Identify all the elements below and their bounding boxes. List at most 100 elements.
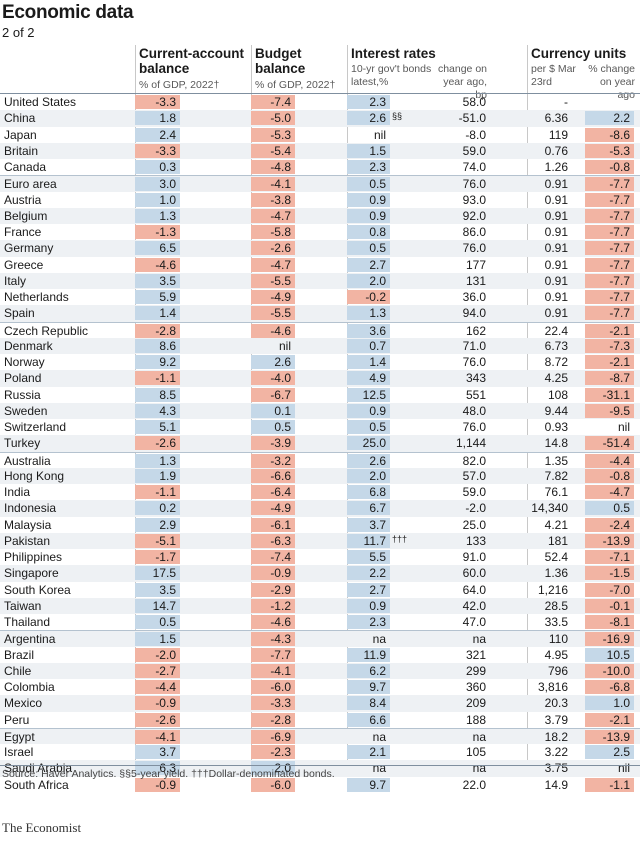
cell-cc: -0.8 xyxy=(585,468,634,483)
footnote-marker: ††† xyxy=(392,533,408,544)
cell-bb: -5.5 xyxy=(251,273,295,288)
cell-ir: 0.9 xyxy=(347,192,390,207)
cell-ca: 1.5 xyxy=(135,632,180,647)
cell-bb: -7.7 xyxy=(251,647,295,662)
cell-cu: 0.91 xyxy=(544,192,568,207)
cell-bb: -4.3 xyxy=(251,632,295,647)
cell-cu: 3.79 xyxy=(544,712,568,727)
cell-cu: 20.3 xyxy=(544,696,568,711)
country-name: Chile xyxy=(4,663,32,678)
cell-ca: 8.5 xyxy=(135,387,180,402)
cell-ir: 3.6 xyxy=(347,323,390,338)
country-name: Turkey xyxy=(4,436,41,451)
cell-cc: -8.1 xyxy=(585,615,634,629)
cell-ic: 76.0 xyxy=(462,241,486,256)
table-bottom-rule xyxy=(0,765,640,766)
cell-bb: -6.3 xyxy=(251,533,295,548)
table-row: South Africa -0.9 -6.0 9.7 22.0 14.9 -1.1 xyxy=(0,777,640,793)
cell-ic: 76.0 xyxy=(462,177,486,192)
cell-cc: -7.7 xyxy=(585,225,634,239)
table-row: Italy 3.5 -5.5 2.0 131 0.91 -7.7 xyxy=(0,272,640,289)
cell-ir: 0.5 xyxy=(347,177,390,192)
cell-ic: 321 xyxy=(465,647,486,662)
table-row: Turkey -2.6 -3.9 25.0 1,144 14.8 -51.4 xyxy=(0,435,640,452)
cell-cc: -7.7 xyxy=(585,177,634,192)
cell-ic: na xyxy=(472,761,486,776)
cell-cu: 1.35 xyxy=(544,453,568,468)
cell-ic: 105 xyxy=(465,745,486,759)
cell-cc: -7.0 xyxy=(585,582,634,597)
table-row: Brazil -2.0 -7.7 11.9 321 4.95 10.5 xyxy=(0,647,640,663)
table-row: Pakistan -5.1 -6.3 11.7 133 181 -13.9 ††† xyxy=(0,532,640,549)
country-name: Italy xyxy=(4,273,27,288)
source-note: Source: Haver Analytics. §§5-year yield.… xyxy=(2,768,335,780)
table-row: Denmark 8.6 nil 0.7 71.0 6.73 -7.3 xyxy=(0,337,640,354)
cell-cc: -7.7 xyxy=(585,192,634,207)
cell-cc: -7.7 xyxy=(585,273,634,288)
cell-cc: -7.7 xyxy=(585,208,634,223)
table-row: Egypt -4.1 -6.9 na na 18.2 -13.9 xyxy=(0,727,640,744)
cell-bb: -2.6 xyxy=(251,241,295,256)
cell-ir: 1.4 xyxy=(347,355,390,369)
cell-ic: 133 xyxy=(465,533,486,548)
cell-ic: na xyxy=(472,632,486,647)
cell-ir: 11.7 xyxy=(347,533,390,548)
cell-bb: -6.0 xyxy=(251,680,295,694)
cell-ca: 6.3 xyxy=(135,761,180,776)
table-top-rule xyxy=(0,93,640,94)
cell-cu: 0.91 xyxy=(544,257,568,272)
cell-cc: nil xyxy=(617,420,630,434)
cell-cc: 1.0 xyxy=(585,696,634,711)
cell-cu: 1.36 xyxy=(544,566,568,581)
cell-cu: 1.26 xyxy=(544,160,568,174)
cell-bb: 2.6 xyxy=(251,355,295,369)
cell-ir: 2.2 xyxy=(347,566,390,581)
cell-cu: 9.44 xyxy=(544,403,568,418)
cell-ic: 74.0 xyxy=(462,160,486,174)
table-row: Britain -3.3 -5.4 1.5 59.0 0.76 -5.3 xyxy=(0,142,640,159)
country-name: Spain xyxy=(4,306,35,321)
country-name: Norway xyxy=(4,355,45,369)
cell-ir: 6.8 xyxy=(347,485,390,499)
cell-ic: 59.0 xyxy=(462,485,486,499)
cell-ca: 1.9 xyxy=(135,468,180,483)
cell-ca: 2.4 xyxy=(135,127,180,142)
country-name: Belgium xyxy=(4,208,48,223)
country-name: Poland xyxy=(4,371,42,386)
cell-ca: -2.6 xyxy=(135,712,180,727)
cell-cc: -7.3 xyxy=(585,338,634,353)
cell-cu: 3.75 xyxy=(544,761,568,776)
cell-bb: -4.9 xyxy=(251,501,295,516)
cell-ic: 42.0 xyxy=(462,598,486,613)
cell-ca: -1.1 xyxy=(135,485,180,499)
cell-cu: 18.2 xyxy=(544,729,568,744)
cell-ic: 71.0 xyxy=(462,338,486,353)
cell-ir: 2.3 xyxy=(347,615,390,629)
cell-ic: 25.0 xyxy=(462,517,486,532)
page-subtitle: 2 of 2 xyxy=(2,25,35,40)
country-name: China xyxy=(4,111,36,126)
country-name: Russia xyxy=(4,387,41,402)
header-budget: Budget balance xyxy=(255,46,306,76)
cell-bb: 0.1 xyxy=(251,403,295,418)
cell-ic: 1,144 xyxy=(455,436,486,451)
country-name: Peru xyxy=(4,712,30,727)
cell-bb: -6.9 xyxy=(251,729,295,744)
cell-ir: 9.7 xyxy=(347,777,390,792)
cell-ca: -1.3 xyxy=(135,225,180,239)
cell-ic: 551 xyxy=(465,387,486,402)
cell-bb: -5.3 xyxy=(251,127,295,142)
table-row: China 1.8 -5.0 2.6 -51.0 6.36 2.2 §§ xyxy=(0,110,640,127)
country-name: Canada xyxy=(4,160,47,174)
cell-ir: 1.3 xyxy=(347,306,390,321)
cell-cu: 4.25 xyxy=(544,371,568,386)
cell-cu: 28.5 xyxy=(544,598,568,613)
cell-cc: 2.2 xyxy=(585,111,634,126)
cell-ir: 8.4 xyxy=(347,696,390,711)
cell-bb: -4.0 xyxy=(251,371,295,386)
cell-ca: 17.5 xyxy=(135,566,180,581)
cell-ir: na xyxy=(372,761,386,776)
cell-bb: -6.1 xyxy=(251,517,295,532)
cell-cc: -6.8 xyxy=(585,680,634,694)
cell-cc: -9.5 xyxy=(585,403,634,418)
